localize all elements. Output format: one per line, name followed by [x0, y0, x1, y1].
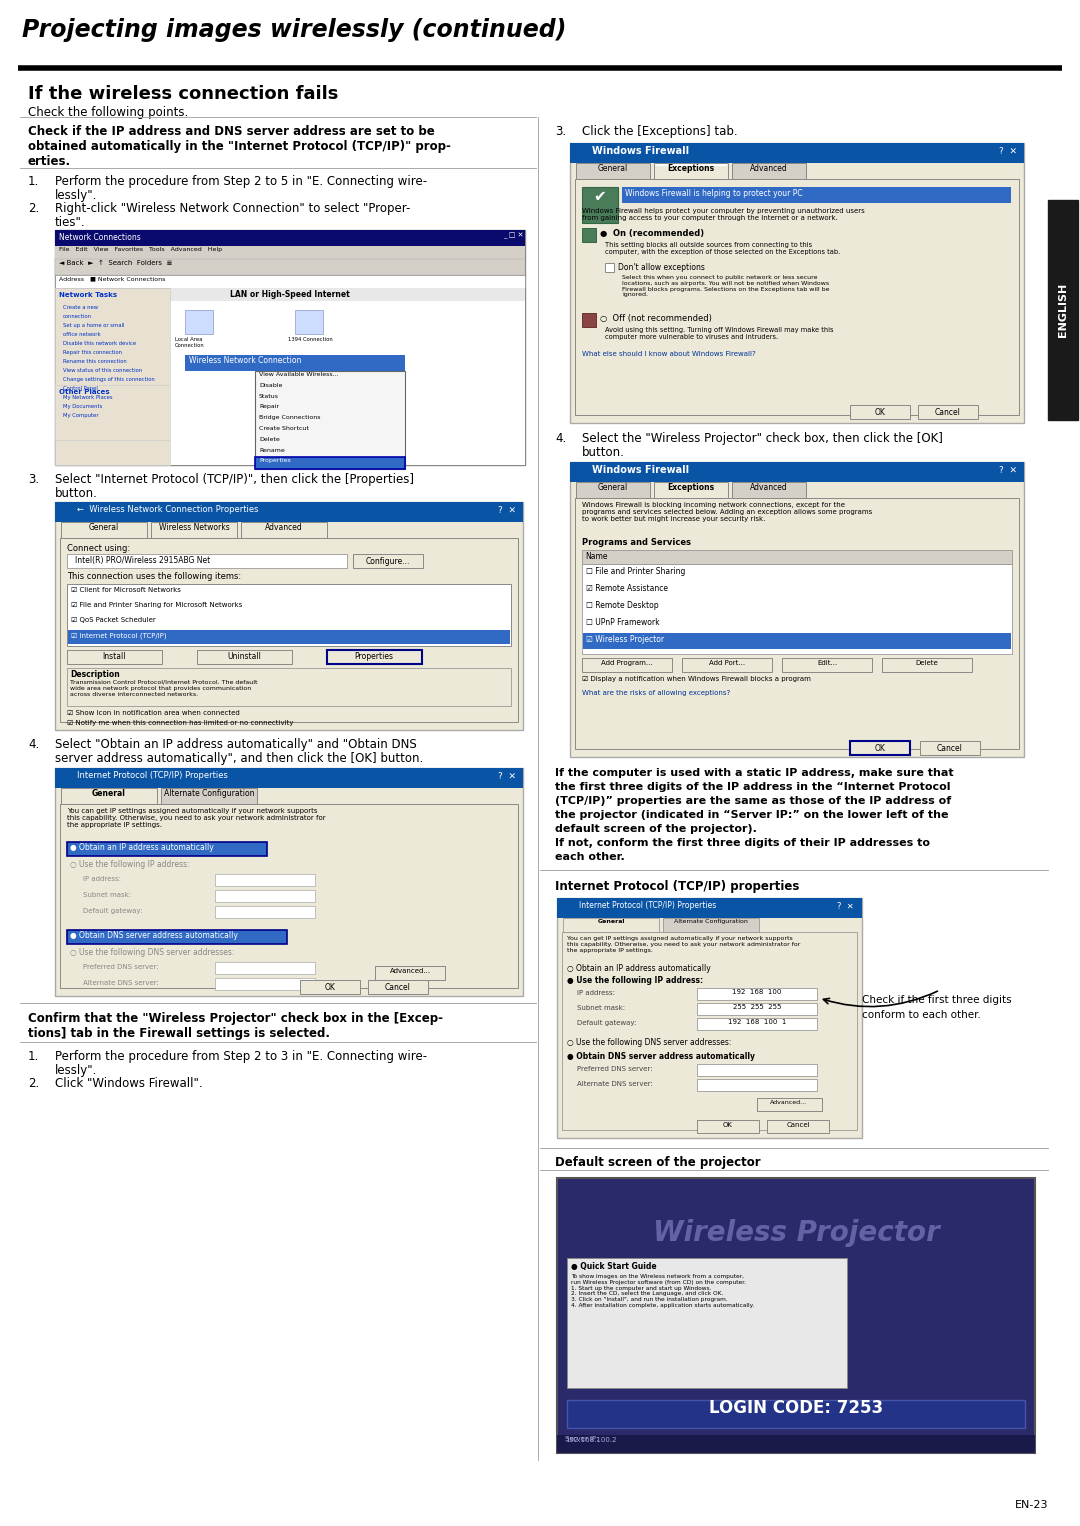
Text: Wireless Networks: Wireless Networks — [159, 523, 229, 533]
Text: ○ Use the following IP address:: ○ Use the following IP address: — [70, 861, 190, 868]
FancyBboxPatch shape — [161, 787, 257, 804]
Text: View Available Wireless...: View Available Wireless... — [259, 372, 339, 377]
Text: 1394 Connection: 1394 Connection — [288, 337, 333, 342]
FancyBboxPatch shape — [18, 76, 1048, 1466]
Text: 255  255  255: 255 255 255 — [733, 1004, 781, 1010]
Text: My Computer: My Computer — [63, 414, 98, 418]
Text: File   Edit   View   Favorites   Tools   Advanced   Help: File Edit View Favorites Tools Advanced … — [59, 247, 222, 252]
Text: ◄ Back  ►  ↑  Search  Folders  ≣: ◄ Back ► ↑ Search Folders ≣ — [59, 259, 173, 266]
Text: Create Shortcut: Create Shortcut — [259, 426, 309, 430]
Text: Control Panel: Control Panel — [63, 386, 98, 391]
FancyBboxPatch shape — [55, 385, 170, 439]
FancyBboxPatch shape — [582, 658, 672, 671]
FancyBboxPatch shape — [582, 188, 618, 223]
Text: Advanced: Advanced — [751, 163, 788, 172]
Text: LAN or High-Speed Internet: LAN or High-Speed Internet — [230, 290, 350, 299]
FancyBboxPatch shape — [185, 356, 405, 371]
Text: OK: OK — [724, 1122, 733, 1128]
Text: Check the following points.: Check the following points. — [28, 105, 188, 119]
Text: This setting blocks all outside sources from connecting to this
computer, with t: This setting blocks all outside sources … — [605, 243, 840, 255]
Text: Rename: Rename — [259, 447, 285, 453]
Text: 1.: 1. — [28, 1050, 39, 1064]
Text: Select this when you connect to public network or less secure
locations, such as: Select this when you connect to public n… — [622, 275, 829, 298]
FancyBboxPatch shape — [67, 650, 162, 664]
FancyBboxPatch shape — [583, 633, 1011, 649]
Text: Advanced...: Advanced... — [770, 1100, 808, 1105]
Text: Properties: Properties — [259, 458, 291, 464]
Text: Confirm that the "Wireless Projector" check box in the [Excep-: Confirm that the "Wireless Projector" ch… — [28, 1012, 443, 1025]
Text: Advanced: Advanced — [751, 484, 788, 491]
Text: 3.: 3. — [555, 125, 566, 137]
FancyBboxPatch shape — [850, 742, 910, 755]
Text: Change settings of this connection: Change settings of this connection — [63, 377, 154, 382]
FancyBboxPatch shape — [215, 874, 315, 887]
Text: If not, conform the first three digits of their IP addresses to: If not, conform the first three digits o… — [555, 838, 930, 848]
FancyBboxPatch shape — [353, 554, 423, 568]
Text: Bridge Connections: Bridge Connections — [259, 415, 321, 420]
Text: ☑ Client for Microsoft Networks: ☑ Client for Microsoft Networks — [71, 588, 180, 594]
FancyBboxPatch shape — [557, 897, 862, 1138]
FancyBboxPatch shape — [732, 482, 806, 497]
FancyBboxPatch shape — [622, 188, 1011, 203]
FancyBboxPatch shape — [60, 522, 147, 539]
Text: Check if the IP address and DNS server address are set to be: Check if the IP address and DNS server a… — [28, 125, 435, 137]
Text: Advanced...: Advanced... — [390, 967, 431, 974]
Text: You can get IP settings assigned automatically if your network supports
this cap: You can get IP settings assigned automat… — [67, 807, 326, 829]
FancyBboxPatch shape — [67, 842, 267, 856]
Text: Add Program...: Add Program... — [602, 661, 652, 665]
Text: IP address:: IP address: — [83, 876, 121, 882]
Text: tions] tab in the Firewall settings is selected.: tions] tab in the Firewall settings is s… — [28, 1027, 330, 1041]
Text: ● Quick Start Guide: ● Quick Start Guide — [571, 1262, 657, 1271]
FancyBboxPatch shape — [654, 163, 728, 179]
Text: Intel(R) PRO/Wireless 2915ABG Net: Intel(R) PRO/Wireless 2915ABG Net — [75, 555, 211, 565]
FancyBboxPatch shape — [55, 502, 523, 729]
Text: 2.: 2. — [28, 201, 39, 215]
Text: ☐ UPnP Framework: ☐ UPnP Framework — [586, 618, 660, 627]
Text: Install: Install — [103, 652, 125, 661]
FancyBboxPatch shape — [576, 482, 650, 497]
Text: 4.: 4. — [555, 432, 566, 446]
Text: OK: OK — [325, 983, 336, 992]
Text: Local Area
Connection: Local Area Connection — [175, 337, 205, 348]
Text: erties.: erties. — [28, 156, 71, 168]
Text: ☐ File and Printer Sharing: ☐ File and Printer Sharing — [586, 568, 686, 575]
Text: ○  Off (not recommended): ○ Off (not recommended) — [600, 314, 712, 324]
Text: My Network Places: My Network Places — [63, 395, 112, 400]
FancyBboxPatch shape — [215, 978, 315, 990]
Text: Right-click "Wireless Network Connection" to select "Proper-: Right-click "Wireless Network Connection… — [55, 201, 410, 215]
FancyBboxPatch shape — [241, 522, 327, 539]
Text: View status of this connection: View status of this connection — [63, 368, 143, 372]
Text: Preferred DNS server:: Preferred DNS server: — [83, 964, 159, 971]
FancyBboxPatch shape — [757, 1099, 822, 1111]
FancyBboxPatch shape — [582, 313, 596, 327]
Text: each other.: each other. — [555, 852, 624, 862]
FancyBboxPatch shape — [697, 987, 816, 1000]
Text: Server IP:: Server IP: — [565, 1436, 598, 1442]
Text: ☑ Internet Protocol (TCP/IP): ☑ Internet Protocol (TCP/IP) — [71, 632, 166, 638]
FancyBboxPatch shape — [55, 230, 525, 246]
FancyBboxPatch shape — [55, 246, 525, 259]
FancyBboxPatch shape — [557, 1178, 1035, 1453]
Text: Network Connections: Network Connections — [59, 233, 140, 243]
FancyBboxPatch shape — [654, 163, 727, 166]
FancyBboxPatch shape — [255, 458, 405, 468]
Text: General: General — [598, 484, 629, 491]
FancyBboxPatch shape — [663, 919, 759, 932]
Text: Subnet mask:: Subnet mask: — [577, 1006, 625, 1012]
Text: ☑ QoS Packet Scheduler: ☑ QoS Packet Scheduler — [71, 617, 156, 623]
FancyBboxPatch shape — [567, 1399, 1025, 1428]
Text: Disable this network device: Disable this network device — [63, 340, 136, 346]
FancyBboxPatch shape — [375, 966, 445, 980]
FancyBboxPatch shape — [67, 584, 511, 645]
Text: Rename this connection: Rename this connection — [63, 359, 126, 365]
Text: default screen of the projector).: default screen of the projector). — [555, 824, 757, 835]
Text: Status: Status — [259, 394, 279, 398]
Text: Default gateway:: Default gateway: — [577, 1019, 636, 1025]
FancyBboxPatch shape — [697, 1120, 759, 1132]
FancyBboxPatch shape — [295, 310, 323, 334]
Text: LOGIN CODE: 7253: LOGIN CODE: 7253 — [708, 1399, 883, 1418]
Text: IP address:: IP address: — [577, 990, 615, 996]
Text: Programs and Services: Programs and Services — [582, 539, 691, 546]
Text: General: General — [89, 523, 119, 533]
